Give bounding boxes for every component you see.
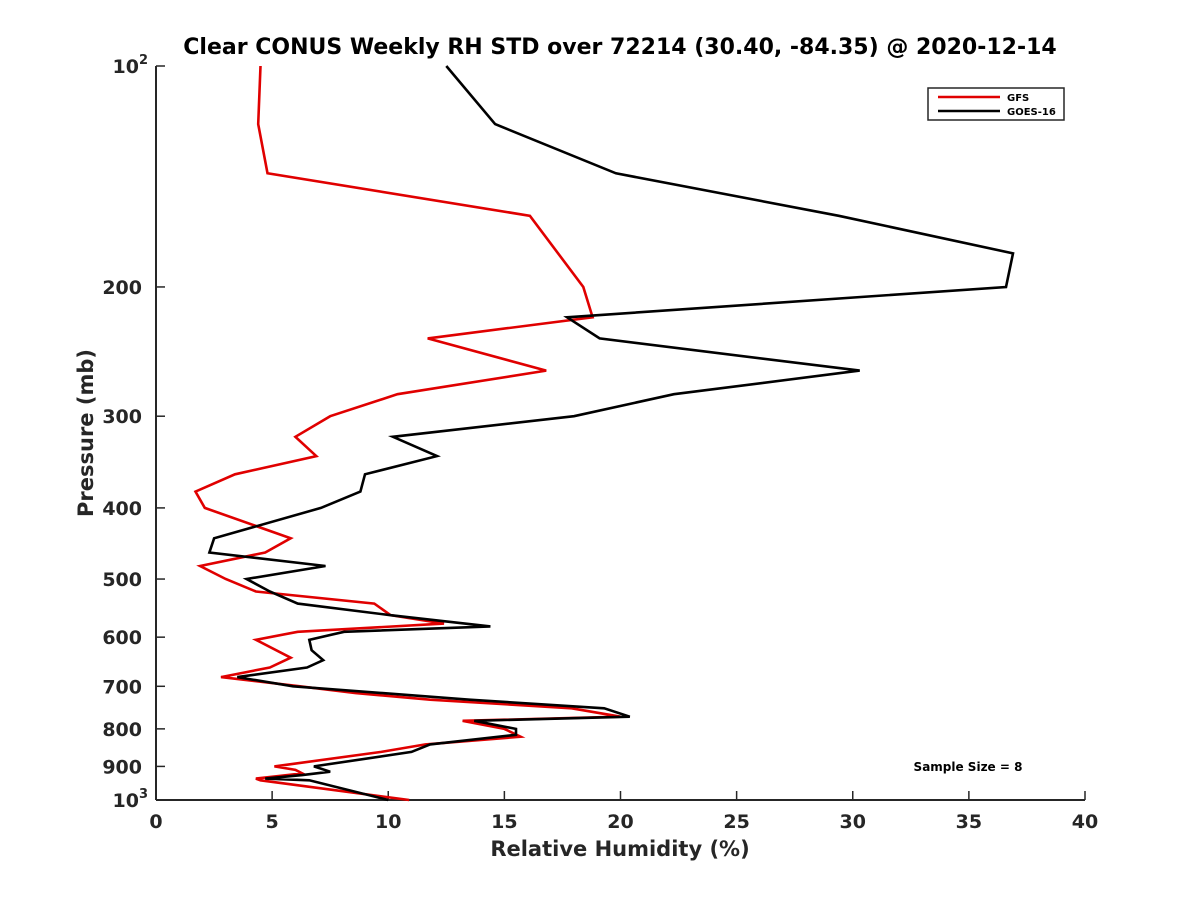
- chart-title: Clear CONUS Weekly RH STD over 72214 (30…: [183, 35, 1056, 60]
- legend: GFS GOES-16: [927, 87, 1065, 121]
- y-tick-label: 700: [102, 676, 142, 698]
- sample-size-annotation: Sample Size = 8: [914, 760, 1023, 774]
- y-tick-label: 500: [102, 569, 142, 591]
- x-tick-label: 25: [723, 811, 749, 833]
- x-tick-label: 35: [956, 811, 982, 833]
- x-tick-label: 30: [840, 811, 866, 833]
- y-tick-label: 200: [102, 277, 142, 299]
- x-tick-label: 0: [149, 811, 162, 833]
- series-line-goes-16: [207, 65, 1015, 802]
- y-tick-label: 900: [102, 756, 142, 778]
- y-tick-label: 400: [102, 498, 142, 520]
- x-axis-label: Relative Humidity (%): [490, 837, 749, 861]
- y-tick-label: 300: [102, 406, 142, 428]
- series-line-gfs: [193, 65, 621, 802]
- x-tick-label: 10: [375, 811, 401, 833]
- axes: 0 5 10 15 20 25 30 35 40 102 200 300 400 500 600 700 800…: [102, 53, 1098, 833]
- y-axis-label: Pressure (mb): [74, 349, 98, 517]
- y-tick-label: 102: [113, 53, 149, 78]
- y-tick-label: 800: [102, 719, 142, 741]
- x-tick-label: 15: [491, 811, 517, 833]
- x-tick-label: 40: [1072, 811, 1098, 833]
- y-tick-label: 600: [102, 627, 142, 649]
- y-tick-label: 103: [113, 787, 149, 812]
- x-tick-label: 5: [266, 811, 279, 833]
- legend-box: [927, 87, 1065, 121]
- series-group: [193, 65, 1015, 802]
- legend-label: GOES-16: [1007, 107, 1056, 118]
- x-tick-label: 20: [607, 811, 633, 833]
- legend-label: GFS: [1007, 93, 1029, 104]
